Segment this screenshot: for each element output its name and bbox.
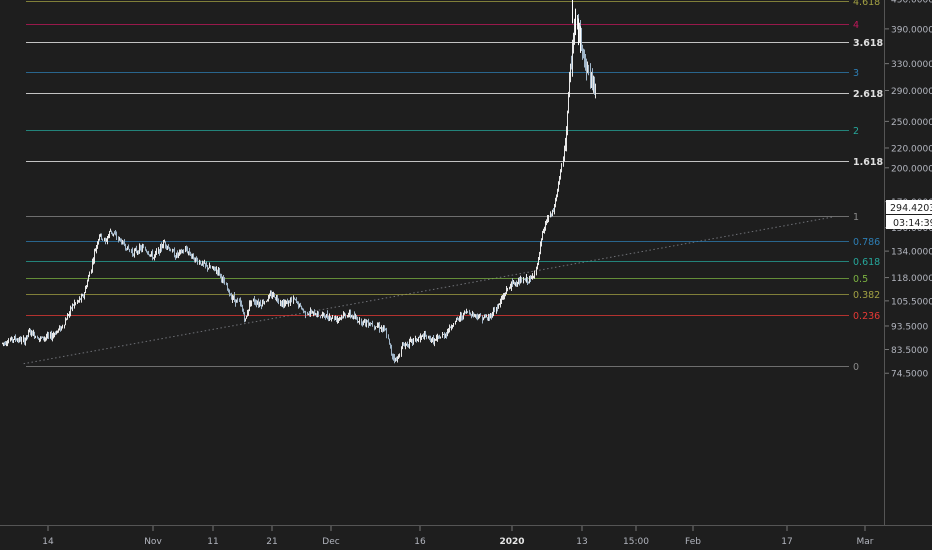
y-tick-label: 118.0000: [891, 274, 932, 284]
x-tick-label: 2020: [499, 537, 524, 547]
y-tick-label: 105.5000: [891, 297, 932, 307]
fib-level-label: 2: [853, 126, 859, 137]
x-tick-label: 13: [576, 537, 587, 547]
fib-level-label: 0.382: [853, 290, 880, 301]
fib-level-label: 0: [853, 362, 859, 373]
countdown-label: 03:14:39: [893, 218, 932, 229]
current-price-label-bg: [886, 200, 932, 214]
fib-level-label: 1.618: [853, 157, 883, 168]
fib-level-label: 0.786: [853, 237, 880, 248]
fib-level-label: 3: [853, 68, 859, 79]
time-axis[interactable]: 14 Nov 11 21 Dec 16 2020 13 15:00 Feb 17 Mar: [42, 526, 874, 547]
y-tick-label: 150.0000: [891, 224, 932, 234]
x-tick-label: 21: [266, 537, 277, 547]
trendline-path[interactable]: [23, 216, 834, 365]
x-tick-label: 15:00: [623, 537, 649, 547]
trendline[interactable]: [23, 216, 834, 365]
fib-level-label: 2.618: [853, 89, 883, 100]
x-tick-label: 16: [414, 537, 426, 547]
x-tick-label: 11: [207, 537, 218, 547]
x-tick-label: 17: [781, 537, 792, 547]
countdown-label-bg: [886, 215, 932, 229]
fib-level-label: 0.236: [853, 311, 880, 322]
y-tick-label: 450.0000: [891, 0, 932, 6]
fib-level-label: 0.5: [853, 274, 868, 285]
y-tick-label: 250.0000: [891, 118, 932, 128]
fib-level-label: 1: [853, 212, 859, 223]
x-tick-label: Nov: [144, 537, 162, 547]
x-tick-label: Dec: [322, 537, 339, 547]
x-tick-label: Feb: [685, 537, 701, 547]
y-tick-label: 330.0000: [891, 60, 932, 70]
current-price-label: 294.4203: [890, 203, 932, 214]
y-tick-label: 83.5000: [891, 346, 928, 356]
fib-level-label: 4: [853, 20, 859, 31]
fib-level-label: 4.618: [853, 0, 880, 8]
y-tick-label: 134.0000: [891, 248, 932, 258]
fib-level-label: 3.618: [853, 38, 883, 49]
y-tick-label: 390.0000: [891, 25, 932, 35]
y-tick-label: 93.5000: [891, 322, 928, 332]
x-tick-label: Mar: [857, 537, 874, 547]
fib-level-label: 0.618: [853, 257, 880, 268]
price-series: [2, 0, 596, 364]
y-tick-label: 220.0000: [891, 144, 932, 154]
y-tick-label: 290.0000: [891, 87, 932, 97]
y-tick-label: 74.5000: [891, 370, 928, 380]
y-tick-label: 200.0000: [891, 164, 932, 174]
x-tick-label: 14: [42, 537, 54, 547]
current-price-marker: 294.4203 03:14:39: [886, 200, 932, 229]
